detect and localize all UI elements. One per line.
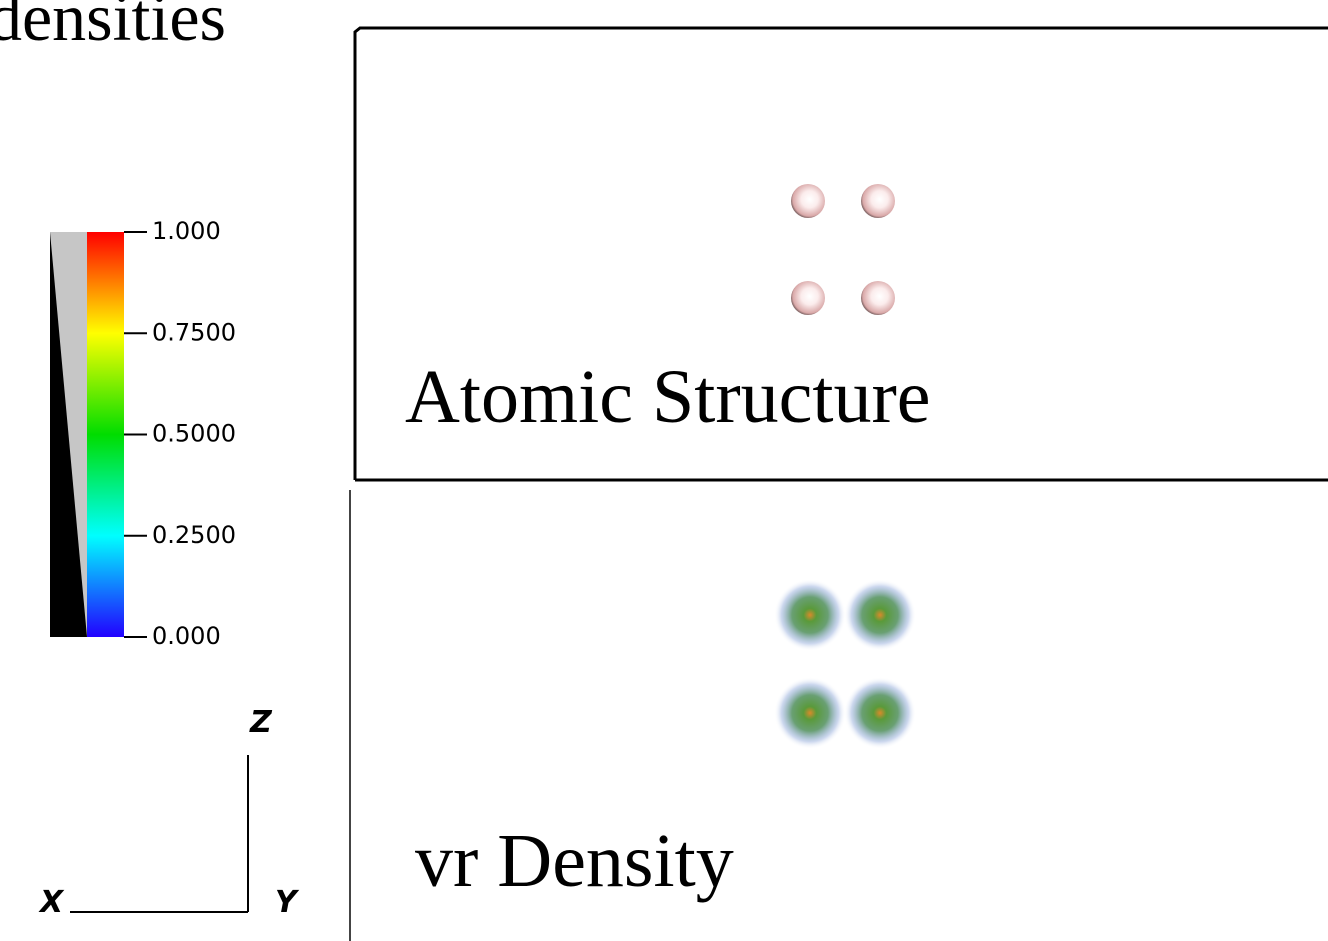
axis-label-x: X xyxy=(38,885,65,920)
density-blobs xyxy=(774,579,916,749)
tick-label: 0.7500 xyxy=(152,318,236,346)
atom xyxy=(861,184,895,218)
panel-label: Atomic Structure xyxy=(405,355,931,439)
window-title: densities xyxy=(0,0,226,55)
color-bar xyxy=(87,232,124,637)
viewer: densities 1.000 0.7500 0.5000 0.2500 0.000 Z… xyxy=(0,0,1328,941)
axis-label-y: Y xyxy=(275,885,300,920)
panel-label: vr Density xyxy=(415,819,734,903)
density-blob xyxy=(844,677,916,749)
tick-label: 0.000 xyxy=(152,622,221,650)
axis-label-z: Z xyxy=(249,705,273,740)
density-blob xyxy=(774,677,846,749)
density-blob xyxy=(844,579,916,651)
atom xyxy=(861,281,895,315)
colorbar-ticks: 1.000 0.7500 0.5000 0.2500 0.000 xyxy=(124,217,236,650)
tick-label: 0.5000 xyxy=(152,420,236,448)
atoms xyxy=(791,184,895,315)
tick-label: 1.000 xyxy=(152,217,221,245)
tick-label: 0.2500 xyxy=(152,521,236,549)
density-blob xyxy=(774,579,846,651)
atom xyxy=(791,184,825,218)
atom xyxy=(791,281,825,315)
